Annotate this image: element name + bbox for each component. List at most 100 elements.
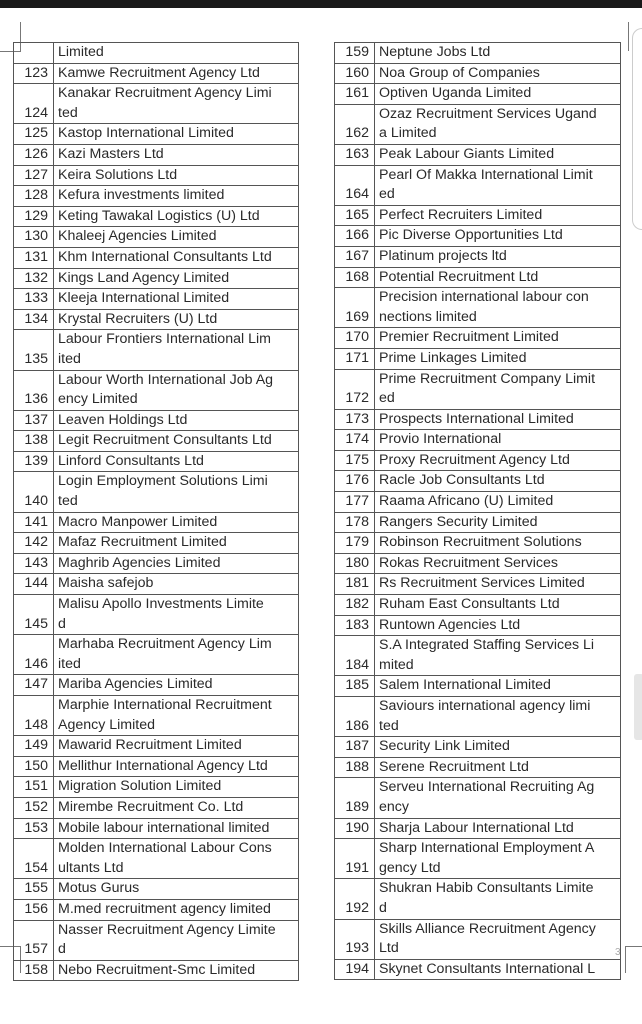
agency-name: Labour Frontiers International Lim ited bbox=[53, 329, 299, 371]
row-number: 132 bbox=[13, 267, 54, 290]
agency-name-line: Labour Worth International Job Ag bbox=[58, 371, 274, 388]
agency-table-left: Limited 123 Kamwe Recruitment Agency Ltd 12… bbox=[13, 42, 299, 982]
agency-name: Peak Labour Giants Limited bbox=[374, 143, 621, 166]
row-number: 131 bbox=[13, 246, 54, 269]
table-row: 188 Serene Recruitment Ltd bbox=[334, 756, 621, 779]
agency-name: Kazi Masters Ltd bbox=[53, 143, 299, 166]
table-row: 149 Mawarid Recruitment Limited bbox=[13, 735, 299, 757]
table-row: 184 S.A Integrated Staffing Services Li mi… bbox=[334, 635, 621, 677]
row-number: 174 bbox=[334, 429, 375, 451]
agency-name-line: Mirembe Recruitment Co. Ltd bbox=[58, 798, 244, 815]
agency-name: Prime Linkages Limited bbox=[374, 347, 621, 370]
agency-name-line: Macro Manpower Limited bbox=[58, 513, 218, 530]
table-row: 142 Mafaz Recruitment Limited bbox=[13, 532, 299, 554]
table-row: 127 Keira Solutions Ltd bbox=[13, 164, 299, 187]
agency-name: Prospects International Limited bbox=[374, 408, 621, 431]
agency-name-line: ted bbox=[58, 104, 78, 121]
agency-name-line: Ruham East Consultants Ltd bbox=[379, 596, 560, 613]
agency-name: Rangers Security Limited bbox=[374, 511, 621, 534]
agency-name: Mafaz Recruitment Limited bbox=[53, 532, 299, 554]
agency-name: Mirembe Recruitment Co. Ltd bbox=[53, 796, 299, 819]
scrollbar-thumb[interactable] bbox=[634, 674, 642, 740]
row-number: 154 bbox=[13, 838, 54, 880]
agency-name: Login Employment Solutions Limi ted bbox=[53, 471, 299, 513]
agency-name-line: Kanakar Recruitment Agency Limi bbox=[58, 85, 272, 102]
agency-name-line: Shukran Habib Consultants Limite bbox=[379, 880, 594, 897]
agency-name: Shukran Habib Consultants Limite d bbox=[374, 878, 621, 920]
agency-name-line: Kazi Masters Ltd bbox=[58, 145, 164, 162]
row-number: 186 bbox=[334, 695, 375, 738]
row-number: 144 bbox=[13, 573, 54, 596]
row-number: 141 bbox=[13, 511, 54, 534]
agency-name-line: Motus Gurus bbox=[58, 880, 140, 897]
table-row: 141 Macro Manpower Limited bbox=[13, 511, 299, 534]
row-number: 181 bbox=[334, 573, 375, 596]
table-row: 169 Precision international labour con nec… bbox=[334, 287, 621, 329]
row-number: 137 bbox=[13, 409, 54, 432]
agency-name: Runtown Agencies Ltd bbox=[374, 614, 621, 637]
agency-name-line: Ltd bbox=[379, 940, 399, 957]
row-number: 162 bbox=[334, 103, 375, 145]
agency-name-line: Khm International Consultants Ltd bbox=[58, 248, 272, 265]
agency-name: Keira Solutions Ltd bbox=[53, 164, 299, 187]
agency-name: Platinum projects ltd bbox=[374, 245, 621, 268]
row-number: 161 bbox=[334, 83, 375, 105]
table-row: 136 Labour Worth International Job Ag ency… bbox=[13, 369, 299, 411]
agency-name: Noa Group of Companies bbox=[374, 62, 621, 85]
agency-name-line: Keting Tawakal Logistics (U) Ltd bbox=[58, 207, 260, 224]
row-number: 179 bbox=[334, 532, 375, 554]
agency-name: Optiven Uganda Limited bbox=[374, 83, 621, 105]
agency-name-line: gency Ltd bbox=[379, 859, 441, 876]
row-number: 125 bbox=[13, 123, 54, 145]
row-number: 182 bbox=[334, 594, 375, 616]
agency-name-line: Ozaz Recruitment Services Ugand bbox=[379, 105, 597, 122]
row-number: 152 bbox=[13, 796, 54, 819]
agency-name: Molden International Labour Cons ultants … bbox=[53, 838, 299, 880]
row-number: 142 bbox=[13, 532, 54, 554]
agency-name: Linford Consultants Ltd bbox=[53, 450, 299, 473]
side-panel-handle[interactable] bbox=[632, 28, 642, 230]
agency-name: Legit Recruitment Consultants Ltd bbox=[53, 430, 299, 452]
agency-name: Mellithur International Agency Ltd bbox=[53, 755, 299, 778]
table-row: 135 Labour Frontiers International Lim ite… bbox=[13, 329, 299, 371]
row-number: 191 bbox=[334, 838, 375, 880]
agency-name: Perfect Recruiters Limited bbox=[374, 204, 621, 227]
agency-name-line: Raama Africano (U) Limited bbox=[379, 493, 554, 510]
row-number: 130 bbox=[13, 226, 54, 248]
agency-name-line: Kastop International Limited bbox=[58, 125, 234, 142]
row-number: 150 bbox=[13, 755, 54, 778]
agency-name: Skills Alliance Recruitment Agency Ltd bbox=[374, 918, 621, 960]
agency-name: Serveu International Recruiting Ag ency bbox=[374, 777, 621, 819]
row-number: 184 bbox=[334, 635, 375, 677]
table-row: 168 Potential Recruitment Ltd bbox=[334, 266, 621, 289]
table-row: 174 Provio International bbox=[334, 429, 621, 451]
table-row: 147 Mariba Agencies Limited bbox=[13, 674, 299, 696]
crop-mark-top-right bbox=[628, 22, 642, 51]
row-number: 163 bbox=[334, 143, 375, 166]
table-row: 133 Kleeja International Limited bbox=[13, 288, 299, 310]
agency-name: Sharja Labour International Ltd bbox=[374, 817, 621, 840]
row-number: 183 bbox=[334, 614, 375, 637]
agency-name: Malisu Apollo Investments Limite d bbox=[53, 594, 299, 636]
agency-name-line: Neptune Jobs Ltd bbox=[379, 44, 491, 60]
agency-name-line: nections limited bbox=[379, 308, 477, 325]
agency-name: Nasser Recruitment Agency Limite d bbox=[53, 919, 299, 961]
agency-name: Potential Recruitment Ltd bbox=[374, 266, 621, 289]
table-row: 123 Kamwe Recruitment Agency Ltd bbox=[13, 62, 299, 85]
agency-name-line: Mariba Agencies Limited bbox=[58, 676, 213, 693]
agency-name-line: Nebo Recruitment-Smc Limited bbox=[58, 961, 256, 978]
table-row: 129 Keting Tawakal Logistics (U) Ltd bbox=[13, 205, 299, 228]
row-number: 157 bbox=[13, 919, 54, 961]
agency-name: Khaleej Agencies Limited bbox=[53, 226, 299, 248]
agency-name-line: Khaleej Agencies Limited bbox=[58, 228, 217, 245]
row-number: 177 bbox=[334, 491, 375, 513]
agency-name: Keting Tawakal Logistics (U) Ltd bbox=[53, 205, 299, 228]
table-row: 173 Prospects International Limited bbox=[334, 408, 621, 431]
agency-name-line: Mobile labour international limited bbox=[58, 819, 270, 836]
agency-name: Ruham East Consultants Ltd bbox=[374, 594, 621, 616]
agency-name-line: Limited bbox=[58, 44, 104, 60]
row-number: 175 bbox=[334, 449, 375, 472]
row-number: 169 bbox=[334, 287, 375, 329]
agency-name: Krystal Recruiters (U) Ltd bbox=[53, 308, 299, 331]
agency-name-line: Mafaz Recruitment Limited bbox=[58, 534, 227, 551]
